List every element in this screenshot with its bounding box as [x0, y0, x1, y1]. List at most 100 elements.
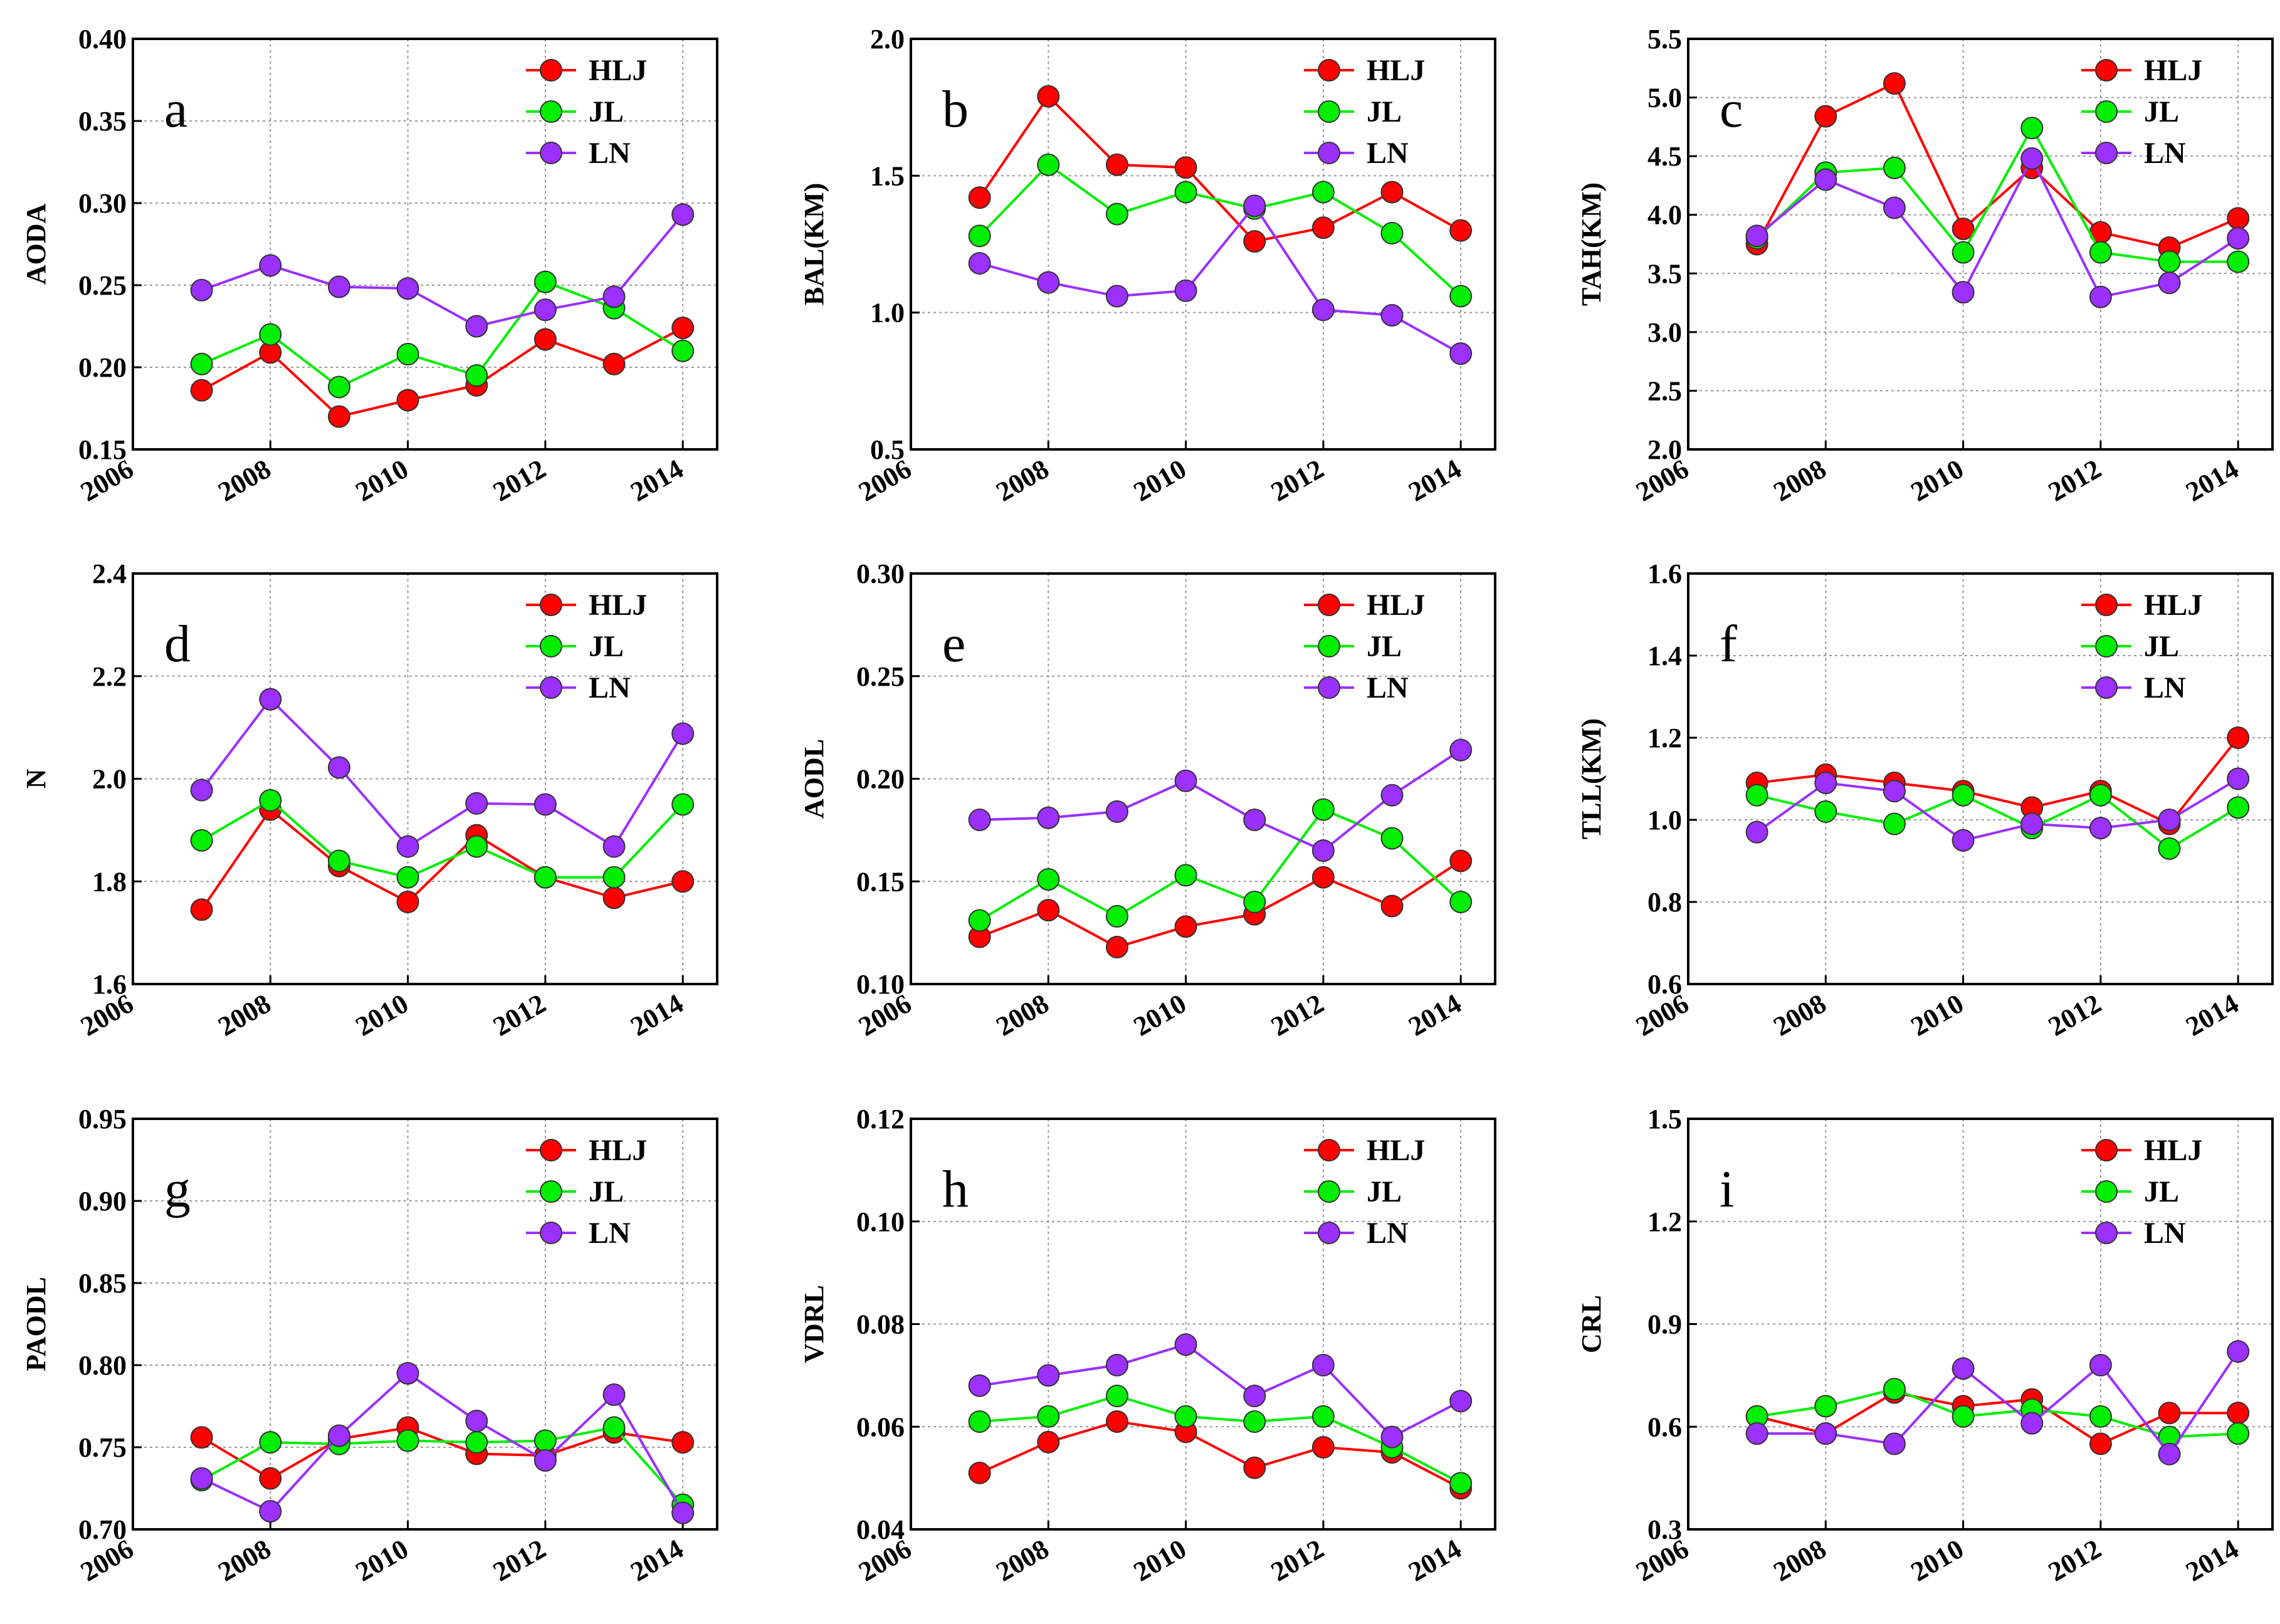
series-line-ln	[1756, 155, 2239, 298]
data-point-ln	[968, 1374, 991, 1397]
y-tick-label: 0.90	[78, 1186, 127, 1217]
data-point-jl	[2089, 783, 2112, 807]
data-point-jl	[1037, 153, 1060, 176]
data-point-ln	[1243, 194, 1266, 217]
data-point-hlj	[1311, 1436, 1335, 1459]
data-point-ln	[1105, 800, 1128, 823]
data-point-hlj	[396, 389, 419, 412]
x-tick-label: 2014	[625, 1533, 688, 1587]
y-tick-label: 0.10	[856, 969, 905, 1000]
x-tick-label: 2014	[2180, 453, 2244, 507]
data-point-jl	[2227, 1422, 2250, 1445]
y-tick-label: 1.0	[1647, 805, 1682, 836]
y-axis-label: PAODL	[21, 1277, 51, 1371]
data-point-ln	[968, 252, 991, 275]
data-point-jl	[1380, 827, 1404, 850]
data-point-ln	[1883, 196, 1906, 219]
legend-marker-ln	[540, 1222, 562, 1244]
y-tick-label: 0.80	[78, 1350, 127, 1381]
series-line-ln	[201, 697, 684, 849]
data-point-jl	[1883, 1378, 1906, 1401]
x-tick-label: 2014	[1403, 453, 1466, 507]
y-tick-label: 0.95	[78, 1104, 127, 1134]
y-tick-label: 2.0	[1647, 434, 1682, 465]
x-tick-label: 2008	[991, 988, 1054, 1042]
data-point-ln	[327, 1424, 350, 1447]
data-point-hlj	[1243, 1456, 1266, 1479]
data-point-jl	[968, 909, 991, 932]
data-point-hlj	[259, 1467, 282, 1490]
legend-label-hlj: HLJ	[2144, 1134, 2202, 1167]
plot-frame	[910, 38, 1496, 451]
series-line-jl	[1757, 1388, 2239, 1438]
y-tick-label: 5.0	[1647, 83, 1682, 113]
data-point-ln	[1174, 279, 1197, 302]
data-point-jl	[1174, 1405, 1197, 1428]
data-point-ln	[1037, 1364, 1060, 1387]
data-point-jl	[259, 1431, 282, 1454]
legend-marker-jl	[1318, 100, 1340, 123]
legend-marker-jl	[2095, 1180, 2118, 1203]
legend-marker-ln	[540, 676, 562, 699]
y-tick-label: 4.5	[1647, 141, 1682, 172]
y-tick-label: 0.25	[78, 270, 127, 301]
y-tick-label: 1.4	[1647, 641, 1682, 671]
legend-label-jl: JL	[589, 1175, 624, 1208]
plot-frame	[132, 38, 718, 451]
series-line-hlj	[200, 807, 683, 911]
x-tick-label: 2010	[350, 988, 414, 1042]
y-tick-label: 0.25	[856, 661, 905, 692]
series-line-jl	[201, 799, 684, 879]
legend-label-ln: LN	[1367, 137, 1409, 170]
y-axis-label: AODA	[21, 204, 51, 285]
data-point-hlj	[1243, 230, 1266, 253]
legend-label-ln: LN	[589, 137, 631, 170]
data-point-ln	[2227, 227, 2250, 250]
data-point-jl	[2158, 837, 2181, 860]
data-point-hlj	[1174, 156, 1197, 179]
data-point-ln	[1380, 1425, 1404, 1449]
plot-frame	[1687, 572, 2274, 985]
data-point-ln	[1243, 809, 1266, 831]
data-point-ln	[533, 1449, 557, 1472]
series-line-ln	[979, 1343, 1462, 1439]
y-tick-label: 0.15	[78, 434, 127, 465]
data-point-jl	[533, 1429, 557, 1452]
legend-label-hlj: HLJ	[2144, 54, 2202, 87]
legend-marker-ln	[1318, 676, 1340, 699]
panel-letter: d	[164, 615, 191, 673]
x-tick-label: 2010	[1128, 988, 1192, 1042]
data-point-ln	[1745, 1422, 1768, 1445]
legend-label-jl: JL	[589, 630, 624, 663]
data-point-jl	[602, 1416, 626, 1439]
data-point-jl	[259, 788, 282, 812]
data-point-hlj	[2089, 1432, 2112, 1455]
data-point-hlj	[396, 891, 419, 913]
panel-letter: a	[164, 80, 187, 139]
series-line-jl	[979, 163, 1462, 297]
y-tick-label: 1.2	[1647, 723, 1682, 753]
y-tick-label: 0.70	[78, 1514, 127, 1545]
data-point-jl	[1814, 800, 1837, 823]
data-point-hlj	[1037, 1430, 1060, 1454]
legend-marker-ln	[1318, 1222, 1340, 1244]
y-tick-label: 3.5	[1647, 258, 1682, 289]
panel-letter: i	[1720, 1160, 1734, 1218]
legend-label-ln: LN	[1367, 1217, 1409, 1250]
data-point-hlj	[1311, 216, 1335, 239]
y-tick-label: 0.15	[856, 866, 905, 897]
legend-marker-jl	[2095, 635, 2118, 657]
data-point-jl	[465, 1431, 488, 1454]
y-tick-label: 0.9	[1647, 1309, 1682, 1340]
x-tick-label: 2008	[213, 1533, 276, 1587]
data-point-hlj	[1380, 181, 1404, 204]
x-tick-label: 2008	[1768, 453, 1832, 507]
data-point-ln	[1883, 780, 1906, 803]
legend-marker-hlj	[1318, 1139, 1340, 1161]
y-tick-label: 1.2	[1647, 1207, 1682, 1237]
y-tick-label: 2.5	[1647, 375, 1682, 406]
data-point-jl	[1745, 783, 1768, 807]
